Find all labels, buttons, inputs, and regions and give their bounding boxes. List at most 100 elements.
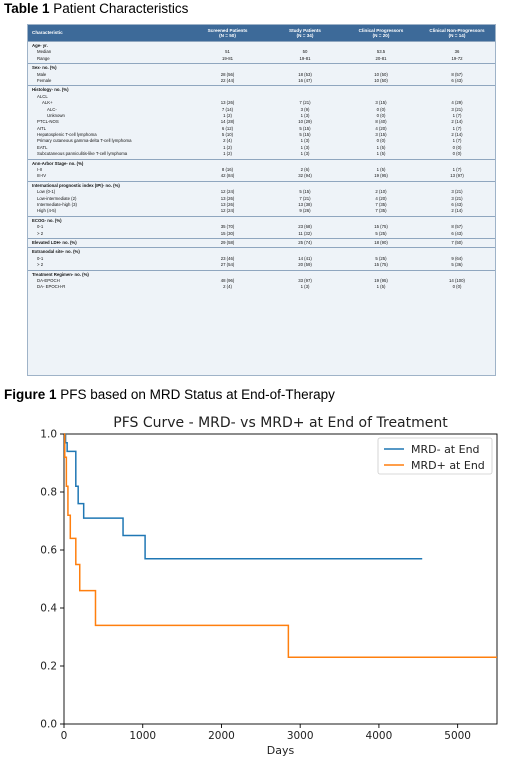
table-row: Male 28 (56) 18 (53) 10 (50) 8 (57): [28, 72, 495, 78]
row-value: 0 (0): [376, 112, 386, 118]
row-label: Intermediate-high (3): [37, 201, 77, 207]
row-value: 2 (14): [451, 119, 463, 125]
row-value: 6 (43): [451, 201, 463, 207]
table-row: 0-1 35 (70) 23 (68) 15 (75) 8 (57): [28, 224, 495, 230]
table-row: Female 22 (44) 16 (47) 10 (50) 6 (43): [28, 78, 495, 84]
row-label: Ann-Arbor Stage- no. (%): [32, 160, 84, 166]
y-tick-label: 0.4: [40, 603, 57, 615]
row-value: 4 (29): [451, 100, 463, 106]
row-label: Male: [37, 71, 47, 77]
row-value: 53.5: [376, 49, 386, 55]
table-section: Treatment Regimen- no. (%) DA-EPOCH 48 (96…: [28, 269, 495, 292]
row-label: International prognostic index (IPI)- no…: [32, 182, 120, 188]
row-label: ALC-: [47, 106, 57, 112]
row-value: 2 (14): [451, 208, 463, 214]
x-tick-label: 3000: [287, 730, 314, 742]
table-row: Low (0-1) 12 (24) 5 (15) 2 (10) 3 (21): [28, 189, 495, 195]
row-label: 0-1: [37, 224, 44, 230]
table-row: ALK+ 13 (26) 7 (21) 3 (15) 4 (29): [28, 100, 495, 106]
row-value: 14 (28): [220, 119, 235, 125]
row-label: III-IV: [37, 173, 47, 179]
row-value: 2 (6): [300, 167, 310, 173]
row-value: 25 (74): [298, 239, 312, 245]
header-line: Clinical Progressors: [358, 27, 404, 33]
row-label: EATL: [37, 144, 48, 150]
row-value: 13 (26): [220, 100, 235, 106]
y-tick-label: 0.6: [40, 545, 57, 557]
header-line: (N = 34): [296, 33, 314, 38]
y-tick-label: 1.0: [40, 429, 57, 441]
table-row: DA- EPOCH-R 2 (4) 1 (3) 1 (5) 0 (0): [28, 284, 495, 290]
row-value: 5 (25): [375, 255, 387, 261]
table-caption-label: Table 1: [4, 1, 50, 16]
row-value: 2 (4): [223, 284, 232, 290]
row-value: 1 (7): [452, 138, 462, 144]
row-value: 7 (21): [299, 195, 311, 201]
row-value: 32 (94): [298, 173, 312, 179]
row-value: 1 (2): [223, 112, 232, 118]
row-value: 2 (14): [451, 132, 463, 138]
table-row: Histology- no. (%): [28, 87, 495, 93]
row-label: > 2: [37, 230, 44, 236]
y-tick-label: 0.0: [40, 719, 57, 731]
row-value: 19-72: [451, 55, 463, 61]
row-value: 7 (35): [375, 201, 387, 207]
row-value: 15 (75): [374, 224, 388, 230]
row-value: 1 (3): [300, 151, 310, 157]
table-section: Extranodal site- no. (%) 0-1 23 (46) 14 (41…: [28, 247, 495, 269]
row-value: 18 (90): [374, 239, 388, 245]
table-row: International prognostic index (IPI)- no…: [28, 183, 495, 189]
row-value: 7 (35): [375, 208, 387, 214]
figure-caption-label: Figure 1: [4, 387, 57, 402]
header-line: Characteristic: [32, 30, 63, 36]
table-row: ALC- 7 (14) 3 (9) 0 (0) 3 (21): [28, 107, 495, 113]
table-row: Treatment Regimen- no. (%): [28, 272, 495, 278]
row-value: 0 (0): [452, 284, 462, 290]
y-tick-label: 0.2: [40, 661, 57, 673]
table-section: Histology- no. (%) ALCL ALK+ 13 (26) 7 (21) 3…: [28, 85, 495, 158]
table-row: Age- yr.: [28, 43, 495, 49]
row-value: 36: [454, 49, 460, 55]
plot-frame: [63, 433, 498, 725]
row-value: 1 (5): [376, 151, 386, 157]
header-line: (N = 20): [372, 33, 390, 38]
row-value: 12 (24): [220, 208, 235, 214]
x-tick-label: 5000: [444, 730, 471, 742]
series-line-mrd-positive: [64, 433, 497, 659]
row-value: 22 (44): [220, 77, 235, 83]
row-value: 1 (3): [300, 284, 310, 290]
row-value: 4 (20): [375, 125, 387, 131]
row-value: 23 (68): [298, 224, 312, 230]
row-label: Treatment Regimen- no. (%): [32, 271, 89, 277]
row-value: 6 (43): [451, 77, 463, 83]
table-row: > 2 27 (54) 20 (59) 15 (75) 5 (36): [28, 262, 495, 268]
row-value: 9 (26): [299, 208, 311, 214]
row-label: Median: [37, 49, 52, 55]
row-value: 19-81: [222, 55, 233, 61]
table-row: EATL 1 (2) 1 (3) 1 (5) 0 (0): [28, 145, 495, 151]
row-value: 3 (15): [375, 100, 387, 106]
table-row: Primary cutaneous gamma-delta T-cell lym…: [28, 138, 495, 144]
series-line-mrd-negative: [64, 433, 423, 560]
header-screened: Screened Patients (N = 50): [188, 25, 267, 41]
table-row: Sex- no. (%): [28, 65, 495, 71]
table-row: PTCL-NOS 14 (28) 10 (29) 8 (40) 2 (14): [28, 119, 495, 125]
row-value: 13 (97): [450, 173, 464, 179]
table-section: International prognostic index (IPI)- no…: [28, 180, 495, 216]
row-value: 8 (57): [451, 71, 463, 77]
table-row: High (4-5) 12 (24) 9 (26) 7 (35) 2 (14): [28, 208, 495, 214]
pfs-chart-svg: PFS Curve - MRD- vs MRD+ at End of Treat…: [40, 415, 498, 757]
header-study: Study Patients (N = 34): [267, 25, 343, 41]
row-value: 19 (95): [374, 277, 388, 283]
row-value: 10 (50): [374, 77, 388, 83]
row-value: 8 (16): [221, 167, 234, 173]
row-label: Low (0-1): [37, 189, 56, 195]
row-value: 19 (95): [374, 173, 388, 179]
row-value: 29 (58): [220, 239, 235, 245]
legend-label: MRD+ at End: [411, 459, 485, 472]
row-label: Low-intermediate (2): [37, 195, 77, 201]
row-label: Elevated LDH- no. (%): [32, 239, 77, 245]
table-row: Ann-Arbor Stage- no. (%): [28, 161, 495, 167]
row-value: 14 (41): [298, 255, 312, 261]
x-tick-label: 1000: [129, 730, 156, 742]
